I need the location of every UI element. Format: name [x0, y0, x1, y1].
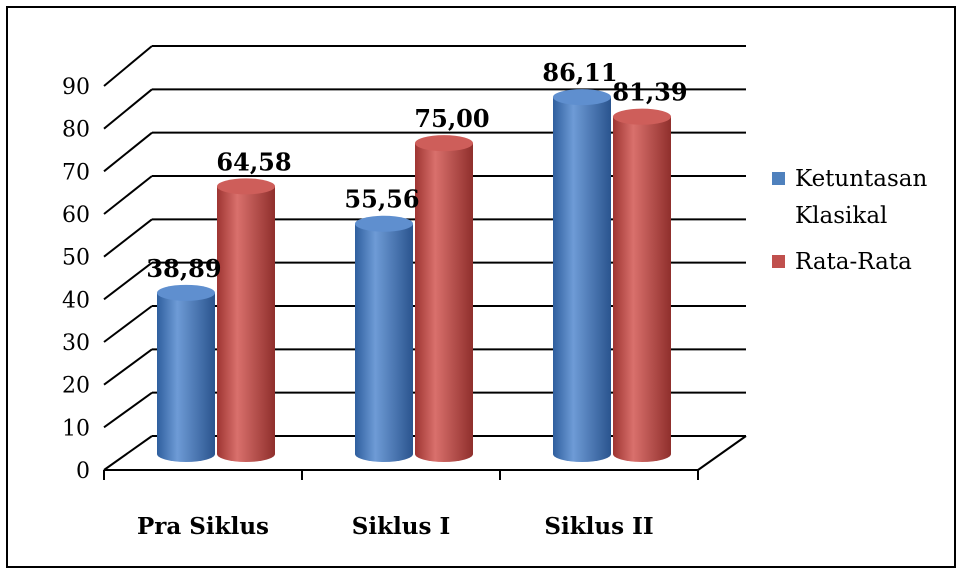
gridline-side: [103, 45, 153, 87]
y-tick-label: 80: [62, 118, 90, 143]
gridline-side: [103, 261, 153, 301]
bar-rata-rata: [217, 186, 275, 462]
y-tick-label: 70: [62, 160, 90, 185]
gridline-side: [103, 131, 153, 173]
bar-top: [217, 178, 275, 195]
chart-frame: [6, 6, 956, 568]
gridline-side: [103, 305, 153, 343]
data-label: 75,00: [414, 104, 489, 133]
y-tick-label: 50: [62, 246, 90, 271]
bar-top: [157, 284, 215, 301]
gridline-side: [103, 348, 153, 386]
y-tick-label: 10: [62, 416, 90, 441]
gridline-side: [103, 435, 153, 471]
data-label: 64,58: [216, 147, 291, 176]
x-category-label: Siklus I: [352, 513, 450, 540]
bar-ketuntasan: [355, 223, 413, 462]
y-tick-label: 30: [62, 331, 90, 356]
y-tick-label: 20: [62, 374, 90, 399]
gridline-side: [103, 175, 153, 215]
data-label: 38,89: [146, 254, 221, 283]
bar-ketuntasan: [553, 97, 611, 462]
bar-top: [355, 215, 413, 232]
bar-top: [613, 108, 671, 125]
legend-swatch-rata-rata: [772, 255, 785, 268]
bar-top: [553, 89, 611, 106]
y-tick-label: 40: [62, 288, 90, 313]
y-tick-label: 60: [62, 203, 90, 228]
x-category-label: Siklus II: [544, 513, 653, 540]
x-category-label: Pra Siklus: [137, 513, 269, 540]
legend-label-rata-rata: Rata-Rata: [795, 249, 912, 275]
data-label: 86,11: [542, 58, 617, 87]
data-label: 81,39: [612, 78, 687, 107]
bar-rata-rata: [613, 116, 671, 463]
legend: Ketuntasan Klasikal Rata-Rata: [772, 166, 928, 275]
bar-top: [415, 135, 473, 152]
gridline-side: [103, 391, 153, 429]
bar-ketuntasan: [157, 292, 215, 462]
legend-label-ketuntasan: Ketuntasan Klasikal: [795, 166, 928, 229]
gridline-side: [103, 88, 153, 130]
legend-swatch-ketuntasan: [772, 172, 785, 185]
data-label: 55,56: [344, 185, 419, 214]
bar-rata-rata: [415, 143, 473, 462]
bars: [157, 89, 671, 463]
floor-edge: [697, 435, 747, 471]
y-tick-label: 90: [62, 75, 90, 100]
gridline-side: [103, 218, 153, 258]
y-tick-label: 0: [76, 459, 90, 484]
